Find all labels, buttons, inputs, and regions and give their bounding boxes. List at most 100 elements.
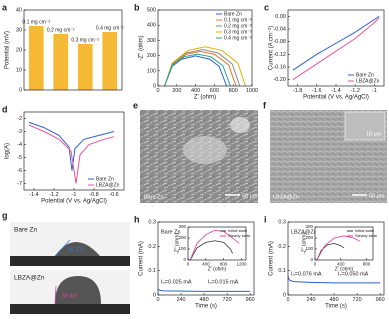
y-tick-label: 0.3 (278, 219, 286, 225)
bar (28, 26, 44, 90)
inset-background (188, 227, 246, 260)
y-tick-label: 0.2 (148, 244, 156, 250)
bar-label: 0.1 mg cm⁻² (22, 19, 50, 25)
y-tick-label: 0.1 (148, 268, 156, 274)
x-tick-label: 800 (220, 262, 228, 267)
legend-label: Bare Zn (224, 11, 242, 17)
angle-line (54, 239, 71, 257)
y-axis-label: Current (mA) (139, 241, 145, 276)
x-tick-label: -0.8 (89, 192, 98, 198)
image-label: LBZA@Zn (14, 275, 45, 282)
y-axis-label: -Z'' (ohm) (139, 35, 145, 60)
series-line (189, 240, 233, 261)
image-label: Bare Zn (14, 227, 38, 234)
y-tick-label: 500 (147, 7, 156, 13)
y-tick-label: 300 (305, 224, 313, 229)
axes-frame (287, 221, 385, 296)
y-tick-label: 40 (16, 7, 22, 13)
sem-image-e: e Bare Zn 50 μm (133, 100, 258, 203)
axes-frame (23, 9, 123, 91)
x-tick-label: 0 (156, 88, 159, 94)
y-tick-label: 200 (178, 235, 186, 240)
y-tick-label: 0 (19, 87, 22, 93)
legend-label: Steady state (228, 233, 251, 238)
legend-label: 0.1 mg cm⁻² (224, 17, 252, 23)
series-line (287, 276, 381, 284)
series-line (292, 17, 380, 81)
legend-label: 0.3 mg cm⁻² (224, 29, 252, 35)
x-tick-label: 600 (210, 88, 219, 94)
x-axis-label: Z' (ohm) (335, 266, 354, 272)
y-tick-label: -0.08 (273, 39, 286, 45)
x-tick-label: 400 (202, 262, 210, 267)
x-axis-label: Z' (ohm) (194, 95, 216, 101)
legend-label: Bare Zn (356, 72, 374, 78)
x-tick-label: 960 (246, 297, 255, 303)
x-tick-label: -1.4 (331, 88, 340, 94)
y-axis-label: Current (mA) (269, 241, 275, 276)
y-tick-label: 0.1 (278, 268, 286, 274)
legend-label: Initial state (228, 228, 248, 233)
bar (102, 32, 118, 90)
series-line (316, 243, 345, 261)
x-tick-label: 1200 (237, 262, 248, 267)
y-tick-label: 20 (16, 47, 22, 53)
series-line (316, 235, 361, 261)
inset-background (315, 227, 373, 260)
y-tick-label: -0.20 (273, 77, 286, 83)
scale-label: 50 μm (242, 193, 258, 199)
y-axis-label: Potential (mV) (5, 31, 11, 69)
bar (53, 34, 69, 90)
legend-label: Steady state (355, 233, 378, 238)
series-line (189, 229, 240, 261)
annotation: LBZA@Zn (291, 229, 317, 235)
annotation: Bare Zn (161, 229, 181, 235)
y-tick-label: 30 (16, 27, 22, 33)
series-line (292, 15, 380, 71)
x-tick-label: -1.2 (350, 88, 359, 94)
bar-label: 0.2 mg cm⁻² (47, 27, 75, 33)
x-tick-label: -0.6 (109, 192, 118, 198)
bar-label: 0.3 mg cm⁻² (71, 37, 99, 43)
axes-frame (157, 221, 255, 296)
y-tick-label: -2 (17, 116, 22, 122)
y-tick-label: -0.04 (273, 26, 286, 32)
x-tick-label: 960 (376, 297, 385, 303)
sem-feature (183, 136, 227, 164)
axes-frame (157, 9, 253, 87)
sem-image-f: f 10 μm LBZA@Zn 50 μm (263, 100, 387, 203)
series-line (28, 124, 115, 184)
axes-frame (314, 226, 374, 261)
y-axis-label: Current (A cm⁻²) (269, 26, 275, 70)
series-line (157, 288, 251, 292)
x-tick-label: 1000 (246, 88, 258, 94)
x-tick-label: 720 (223, 297, 232, 303)
y-tick-label: 10 (16, 67, 22, 73)
angle-label: 88.46° (62, 293, 78, 299)
panel-label: a (2, 2, 8, 12)
legend-label: LBZA@Zn (96, 182, 120, 188)
annotation: Iₛ=0.050 mA (338, 271, 369, 277)
image-label: Bare Zn (144, 194, 164, 200)
y-axis-label: log(A) (5, 143, 11, 159)
annotation: I₀=0.025 mA (161, 279, 192, 285)
annotation: I₀=0.076 mA (291, 271, 322, 277)
x-tick-label: 800 (363, 262, 371, 267)
x-axis-label: Time (s) (195, 304, 217, 310)
panel-label: c (264, 2, 269, 12)
y-tick-label: -0.12 (273, 52, 286, 58)
y-tick-label: 0.2 (278, 244, 286, 250)
y-tick-label: 100 (147, 68, 156, 74)
y-tick-label: 400 (147, 23, 156, 29)
y-tick-label: 0.3 (148, 219, 156, 225)
series-line (164, 55, 228, 87)
series-line (164, 46, 246, 87)
x-tick-label: 240 (176, 297, 185, 303)
contact-angle-g: g Bare Zn 65.57° LBZA@Zn 88.46° (2, 210, 130, 314)
x-tick-label: -1.8 (293, 88, 302, 94)
panel-label: g (2, 210, 8, 220)
x-tick-label: 480 (199, 297, 208, 303)
y-tick-label: 0 (283, 292, 286, 298)
x-tick-label: -1.6 (312, 88, 321, 94)
